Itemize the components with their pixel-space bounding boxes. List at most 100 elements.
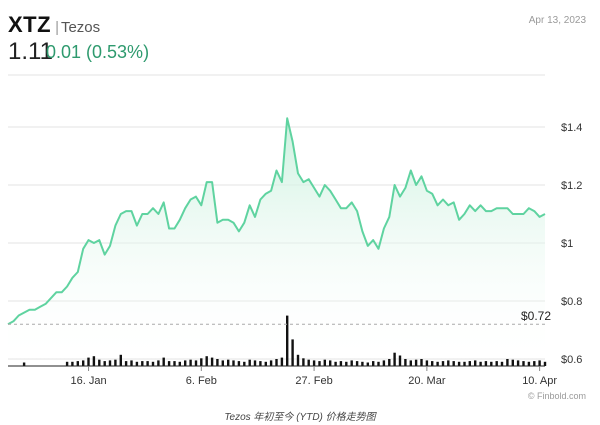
- chart-header: XTZ | Tezos: [8, 12, 100, 38]
- volume-bar: [307, 359, 310, 366]
- volume-bar: [108, 360, 112, 366]
- volume-bar: [200, 358, 203, 366]
- volume-bar: [92, 356, 96, 366]
- volume-bar: [210, 357, 214, 366]
- volume-bar: [205, 356, 208, 366]
- volume-bar: [103, 361, 106, 366]
- volume-bar: [366, 362, 369, 366]
- volume-bar: [71, 361, 74, 366]
- volume-bar: [457, 361, 461, 366]
- volume-bar: [388, 359, 391, 366]
- volume-bar: [87, 357, 90, 366]
- volume-bar: [516, 360, 520, 366]
- volume-bar: [114, 359, 117, 366]
- ticker-symbol: XTZ: [8, 12, 52, 37]
- volume-bar: [404, 359, 407, 366]
- volume-bar: [484, 361, 488, 366]
- y-tick-label: $0.6: [561, 354, 582, 366]
- volume-bar: [173, 361, 176, 366]
- volume-bar: [253, 360, 257, 366]
- volume-bar: [237, 361, 241, 366]
- volume-bar: [216, 359, 219, 366]
- volume-bar: [280, 357, 284, 366]
- volume-bar: [135, 361, 139, 366]
- baseline-label: $0.72: [521, 309, 551, 323]
- volume-bar: [65, 361, 69, 366]
- volume-bar: [522, 361, 525, 366]
- volume-bar: [533, 361, 536, 366]
- volume-bar: [339, 361, 343, 366]
- volume-bar: [495, 361, 498, 366]
- chart-caption: Tezos 年初至今 (YTD) 价格走势图: [224, 412, 376, 423]
- volume-bar: [490, 361, 493, 366]
- volume-bar: [447, 360, 450, 366]
- y-tick-label: $1.4: [561, 122, 582, 134]
- chart-date: Apr 13, 2023: [528, 15, 586, 26]
- volume-bar: [452, 361, 455, 366]
- x-tick-label: 10. Apr: [522, 375, 557, 387]
- volume-bar: [269, 360, 273, 366]
- volume-bar: [409, 360, 412, 366]
- volume-bar: [436, 361, 439, 366]
- volume-bar: [167, 361, 171, 366]
- volume-bar: [414, 359, 418, 366]
- volume-bar: [527, 361, 531, 366]
- volume-bar: [431, 361, 434, 366]
- volume-bar: [398, 355, 402, 366]
- volume-bar: [393, 352, 396, 366]
- volume-bar: [227, 359, 230, 366]
- asset-name: Tezos: [60, 19, 101, 36]
- volume-bar: [506, 359, 509, 366]
- volume-bar: [479, 361, 482, 366]
- volume-bar: [141, 361, 144, 366]
- volume-bar: [334, 361, 337, 366]
- volume-bar: [76, 361, 79, 366]
- volume-bar: [232, 360, 235, 366]
- y-tick-label: $1: [561, 238, 573, 250]
- volume-bar: [441, 361, 445, 366]
- price-series-line: [7, 117, 546, 326]
- volume-bar: [511, 359, 514, 366]
- price-change: 0.01 (0.53%): [46, 42, 150, 62]
- price-area-fill: [8, 118, 545, 366]
- volume-bar: [221, 360, 224, 366]
- volume-bar: [124, 361, 128, 366]
- volume-bar: [382, 360, 386, 366]
- volume-bar: [323, 359, 326, 366]
- volume-bar: [130, 360, 133, 366]
- volume-bar: [275, 359, 278, 366]
- volume-bar: [377, 361, 380, 366]
- volume-bar: [538, 360, 541, 366]
- volume-bar: [259, 361, 262, 366]
- volume-bar: [420, 359, 423, 366]
- volume-bar: [162, 357, 165, 366]
- volume-bar: [98, 359, 101, 366]
- x-tick-label: 6. Feb: [186, 375, 217, 387]
- volume-bar: [425, 360, 429, 366]
- volume-bar: [355, 361, 359, 366]
- y-tick-label: $0.8: [561, 296, 582, 308]
- volume-bar: [146, 361, 149, 366]
- volume-bar: [361, 361, 364, 366]
- volume-bar: [474, 360, 477, 366]
- volume-bar: [329, 360, 332, 366]
- volume-bar: [318, 361, 321, 366]
- volume-bar: [243, 361, 246, 366]
- volume-bar: [157, 360, 160, 366]
- title-separator: |: [55, 19, 59, 36]
- volume-bar: [189, 359, 192, 366]
- volume-bar: [82, 360, 85, 366]
- volume-bar: [264, 361, 267, 366]
- volume-bar: [291, 339, 294, 366]
- volume-bar: [194, 360, 198, 366]
- volume-bar: [296, 354, 300, 366]
- volume-bar: [543, 361, 547, 366]
- volume-bar: [468, 361, 471, 366]
- current-price: 1.11: [8, 38, 53, 65]
- x-tick-label: 16. Jan: [71, 375, 107, 387]
- volume-bar: [119, 354, 122, 366]
- volume-bar: [248, 359, 251, 366]
- volume-bar: [151, 361, 155, 366]
- source-credit: © Finbold.com: [527, 391, 586, 401]
